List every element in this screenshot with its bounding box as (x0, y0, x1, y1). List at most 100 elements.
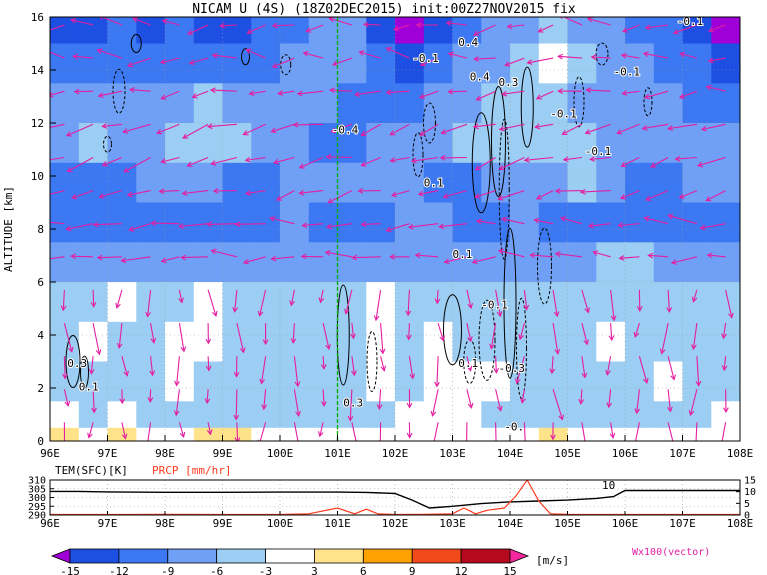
wind-vector (92, 322, 102, 356)
shading-cell (280, 321, 310, 363)
wind-vector (434, 356, 440, 388)
wind-vector (150, 220, 180, 227)
wind-vector (581, 422, 588, 441)
wind-vector (270, 123, 295, 134)
wind-vector (178, 323, 187, 353)
shading-cell (682, 427, 712, 441)
wind-vector (373, 289, 382, 322)
wind-vector (678, 90, 698, 99)
shading-cell (625, 202, 655, 243)
shading-cell (337, 83, 367, 124)
shading-cell (423, 43, 454, 84)
wind-vector (244, 156, 266, 163)
contour-label: 0.4 (470, 71, 490, 84)
wind-vector (466, 422, 468, 441)
wind-vector (120, 256, 151, 264)
wind-vector (128, 223, 151, 232)
wind-vector (592, 250, 611, 258)
wind-vector (552, 389, 564, 421)
contour-line (537, 227, 552, 305)
contour-line (443, 294, 462, 366)
wind-vector (405, 289, 412, 317)
wind-vector (619, 190, 640, 200)
colorbar: -15 -12 -9 -6 -3 3 6 9 12 15 [m/s] Wx100(vector) (50, 547, 710, 575)
wind-vector (581, 289, 590, 314)
wind-vector (700, 123, 726, 132)
shading-cell (280, 43, 310, 84)
wind-vector (523, 422, 526, 441)
y-axis-label: ALTITUDE [km] (2, 186, 15, 272)
contour-line (103, 135, 112, 153)
wind-vector (320, 389, 327, 407)
contour-line (573, 76, 585, 128)
x-tick-label: 101E (324, 517, 351, 530)
shading-cell (423, 361, 454, 402)
wind-vector (360, 156, 381, 167)
wind-vector (608, 323, 615, 342)
wind-vector (236, 322, 246, 354)
x-tick-label: 102E (382, 447, 409, 460)
wind-vector (473, 56, 496, 62)
wind-vector (638, 356, 649, 385)
wind-vector (562, 156, 582, 163)
colorbar-label: 9 (409, 565, 416, 575)
wind-vector (659, 322, 669, 355)
wind-vector (324, 250, 352, 258)
shading-cell (337, 282, 367, 323)
x-tick-label: 99E (213, 447, 233, 460)
y-tick-label: 0 (37, 435, 44, 448)
wind-vector (116, 323, 123, 350)
wind-vector (695, 422, 698, 441)
wind-vector (578, 389, 585, 405)
wind-vector (150, 323, 157, 344)
wind-vector (523, 156, 554, 163)
contour-line (65, 335, 81, 388)
wind-vector (506, 23, 525, 30)
contour-line (491, 86, 506, 198)
shading-cell (193, 242, 224, 283)
wind-vector (272, 156, 295, 165)
shading-cell (682, 83, 712, 124)
shading-cell (165, 321, 195, 363)
wind-vector (581, 322, 589, 346)
wind-vector (559, 216, 583, 225)
wind-vector (50, 90, 65, 98)
shading-cell (136, 242, 166, 283)
x-tick-label: 106E (612, 517, 639, 530)
shading-cell (711, 17, 740, 45)
wind-vector (246, 24, 266, 34)
colorbar-segment (460, 548, 511, 564)
shading-cell (682, 123, 712, 164)
shading-cell (395, 282, 425, 323)
wind-vector (96, 254, 122, 261)
shading-cell (280, 361, 310, 402)
shading-cell (423, 401, 454, 429)
wind-vector (186, 156, 209, 168)
wind-vector (270, 255, 295, 262)
colorbar-label: -15 (60, 565, 80, 575)
x-tick-label: 98E (155, 447, 175, 460)
y-tick-label: 8 (37, 223, 44, 236)
wind-vector (443, 256, 468, 265)
shading-cell (165, 242, 195, 283)
wind-vector (90, 289, 97, 308)
colorbar-label: 3 (311, 565, 318, 575)
shading-cell (538, 361, 569, 402)
contour-label: -0.1 (481, 299, 508, 312)
shading-cell (481, 282, 511, 323)
shading-cell (165, 162, 195, 204)
wind-vector (430, 389, 439, 417)
shading-cell (337, 123, 367, 164)
wind-vector (377, 422, 384, 441)
contour-line (471, 112, 491, 214)
wind-vector (63, 322, 74, 353)
wind-vector (181, 190, 209, 197)
wind-vector (472, 24, 496, 36)
wind-vector (350, 323, 356, 340)
colorbar-segment (50, 548, 71, 564)
main-y-axis: 0 2 4 6 8 10 12 14 16 (31, 11, 56, 448)
wind-vector (670, 256, 698, 265)
colorbar-label: -9 (161, 565, 174, 575)
shading-cell (366, 162, 396, 204)
wind-vector (537, 24, 554, 33)
